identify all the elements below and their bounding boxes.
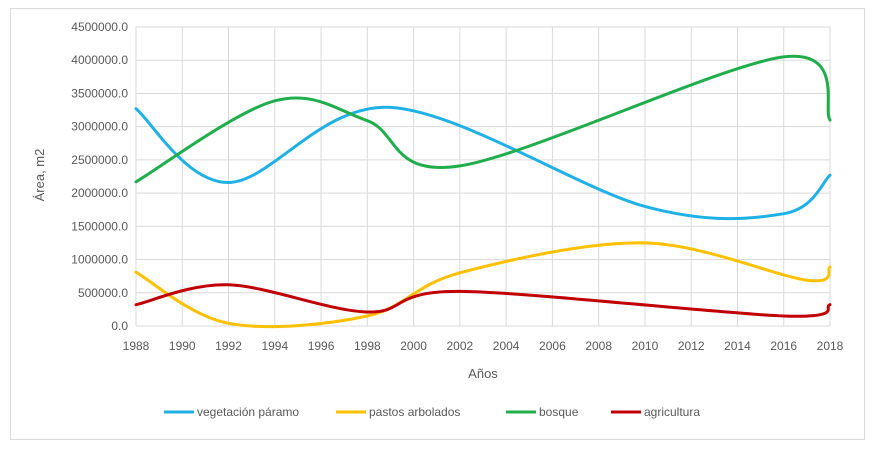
x-tick-label: 2002 [447, 339, 474, 353]
series-line-pastos-arbolados [134, 241, 832, 329]
legend-label: vegetación páramo [197, 405, 299, 419]
y-tick-label: 2500000.0 [71, 153, 128, 167]
legend-label: agricultura [644, 405, 700, 419]
y-tick-label: 2000000.0 [71, 186, 128, 200]
x-tick-label: 1996 [308, 339, 335, 353]
x-tick-label: 1990 [169, 339, 196, 353]
y-tick-label: 1000000.0 [71, 253, 128, 267]
x-tick-label: 1992 [215, 339, 242, 353]
x-tick-label: 1988 [123, 339, 150, 353]
x-tick-label: 2004 [493, 339, 520, 353]
series-line-vegetacion-paramo [134, 105, 832, 221]
y-tick-label: 500000.0 [78, 286, 128, 300]
legend-label: bosque [539, 405, 579, 419]
series-lines [134, 54, 832, 329]
y-tick-label: 4000000.0 [71, 53, 128, 67]
y-axis-title: Área, m2 [32, 149, 47, 202]
series-line-agricultura [134, 283, 832, 318]
x-tick-label: 2006 [539, 339, 566, 353]
y-tick-label: 4500000.0 [71, 20, 128, 34]
series-line-bosque [134, 54, 832, 184]
x-tick-label: 1998 [354, 339, 381, 353]
chart-frame [10, 8, 865, 440]
x-tick-label: 2016 [770, 339, 797, 353]
legend-label: pastos arbolados [369, 405, 460, 419]
y-tick-label: 3500000.0 [71, 86, 128, 100]
grid-lines [135, 26, 831, 327]
y-tick-label: 3000000.0 [71, 120, 128, 134]
x-axis-ticks: 1988 1990 1992 1994 1996 1998 2000 2002 2004 2006… [123, 339, 844, 353]
y-tick-label: 0.0 [111, 319, 128, 333]
x-tick-label: 2012 [678, 339, 705, 353]
x-tick-label: 2008 [585, 339, 612, 353]
x-tick-label: 2010 [632, 339, 659, 353]
x-tick-label: 1994 [261, 339, 288, 353]
legend: vegetación páramo pastos arbolados bosque a… [164, 405, 700, 419]
y-axis-ticks: 0.0 500000.0 1000000.0 1500000.0 2000000.0 25… [71, 20, 128, 333]
x-tick-label: 2000 [400, 339, 427, 353]
x-tick-label: 2014 [724, 339, 751, 353]
x-axis-title: Años [468, 366, 498, 381]
x-tick-label: 2018 [817, 339, 844, 353]
y-tick-label: 1500000.0 [71, 219, 128, 233]
